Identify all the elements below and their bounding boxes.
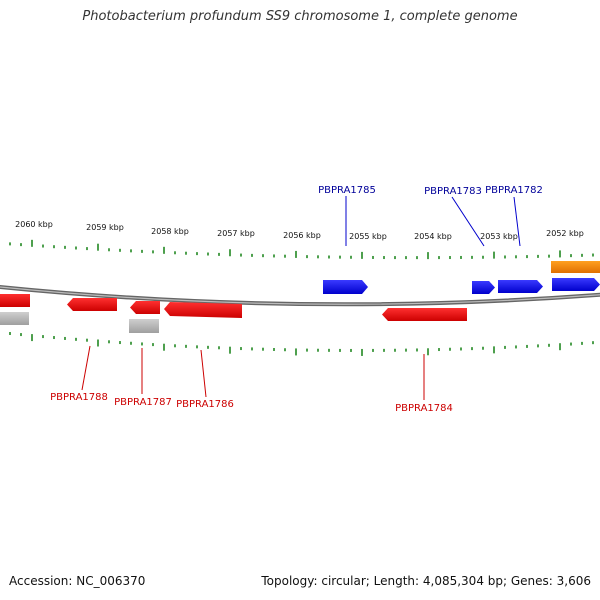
scale-label-2058: 2058 kbp xyxy=(151,227,189,236)
gene-PBPRA1785[interactable] xyxy=(323,280,368,294)
gene-PBPRA1784[interactable] xyxy=(382,308,467,321)
scale-labels: 2060 kbp 2059 kbp 2058 kbp 2057 kbp 2056… xyxy=(15,220,584,241)
gene-PBPRA1788[interactable] xyxy=(67,298,117,311)
label-PBPRA1784[interactable]: PBPRA1784 xyxy=(395,403,453,414)
gene-labels: PBPRA1785 PBPRA1783 PBPRA1782 PBPRA1788 … xyxy=(50,185,543,414)
genome-summary-text: Topology: circular; Length: 4,085,304 bp… xyxy=(261,574,591,588)
pseudogene-left[interactable] xyxy=(0,312,29,325)
leader-PBPRA1782 xyxy=(513,196,521,247)
scale-label-2055: 2055 kbp xyxy=(349,232,387,241)
leader-PBPRA1788 xyxy=(81,345,91,391)
forward-strand-genes xyxy=(323,261,600,294)
scale-label-2054: 2054 kbp xyxy=(414,232,452,241)
scale-label-2052: 2052 kbp xyxy=(546,229,584,238)
gene-PBPRA1787[interactable] xyxy=(130,301,160,314)
map-title: Photobacterium profundum SS9 chromosome … xyxy=(82,9,518,24)
label-PBPRA1786[interactable]: PBPRA1786 xyxy=(176,399,234,410)
scale-ticks-bottom xyxy=(9,332,594,356)
label-leaders xyxy=(81,196,521,400)
label-PBPRA1782[interactable]: PBPRA1782 xyxy=(485,185,543,196)
gene-PBPRA1783[interactable] xyxy=(472,281,495,294)
label-PBPRA1788[interactable]: PBPRA1788 xyxy=(50,392,108,403)
pseudogene-PBPRA1787[interactable] xyxy=(129,319,159,333)
leader-PBPRA1783 xyxy=(451,196,485,247)
scale-label-2059: 2059 kbp xyxy=(86,223,124,232)
accession-text: Accession: NC_006370 xyxy=(9,574,146,588)
label-PBPRA1787[interactable]: PBPRA1787 xyxy=(114,397,172,408)
label-PBPRA1785[interactable]: PBPRA1785 xyxy=(318,185,376,196)
scale-label-2060: 2060 kbp xyxy=(15,220,53,229)
genome-backbone xyxy=(0,284,600,307)
scale-label-2053: 2053 kbp xyxy=(480,232,518,241)
scale-label-2056: 2056 kbp xyxy=(283,231,321,240)
gene-PBPRA1782[interactable] xyxy=(498,280,543,293)
gene-edge-forward[interactable] xyxy=(552,278,600,291)
scale-ticks-top xyxy=(9,239,594,260)
gene-rna-orange[interactable] xyxy=(551,261,600,273)
gene-edge-reverse[interactable] xyxy=(0,294,30,307)
gene-PBPRA1786[interactable] xyxy=(164,302,242,318)
reverse-strand-genes xyxy=(0,294,467,333)
leader-PBPRA1786 xyxy=(200,349,207,398)
label-PBPRA1783[interactable]: PBPRA1783 xyxy=(424,186,482,197)
scale-label-2057: 2057 kbp xyxy=(217,229,255,238)
